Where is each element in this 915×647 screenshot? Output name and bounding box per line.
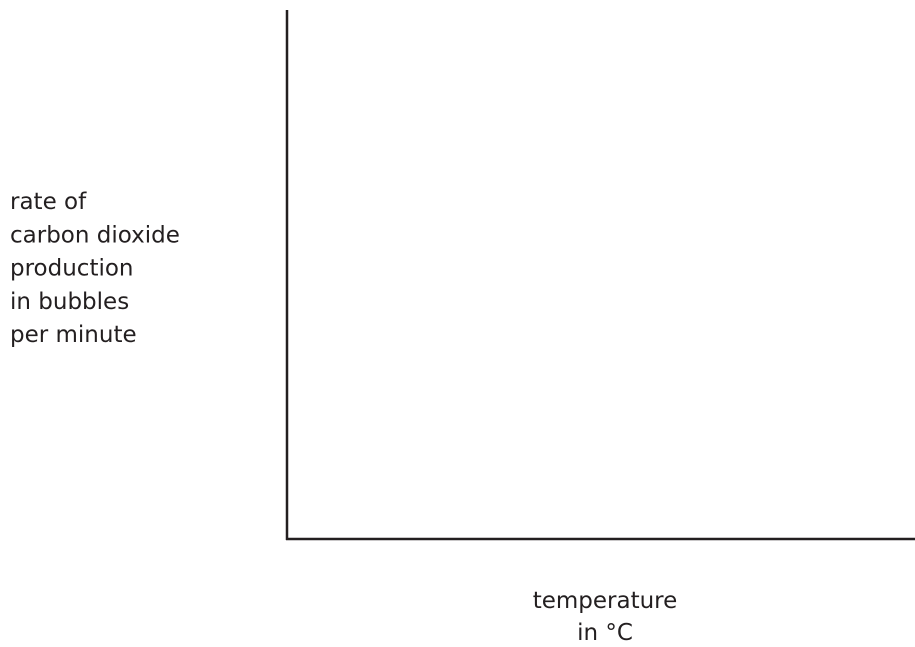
x-axis-label-line: temperature [533,588,678,614]
y-axis-label-line: rate of [10,189,87,215]
y-axis-label: rate of carbon dioxide production in bubble… [10,189,180,348]
y-axis-label-line: in bubbles [10,289,129,315]
x-axis-label-line: in °C [577,620,633,646]
x-axis-label: temperature in °C [533,588,678,646]
y-axis-label-line: per minute [10,322,137,348]
y-axis-label-line: carbon dioxide [10,222,180,248]
y-axis-label-line: production [10,256,134,282]
